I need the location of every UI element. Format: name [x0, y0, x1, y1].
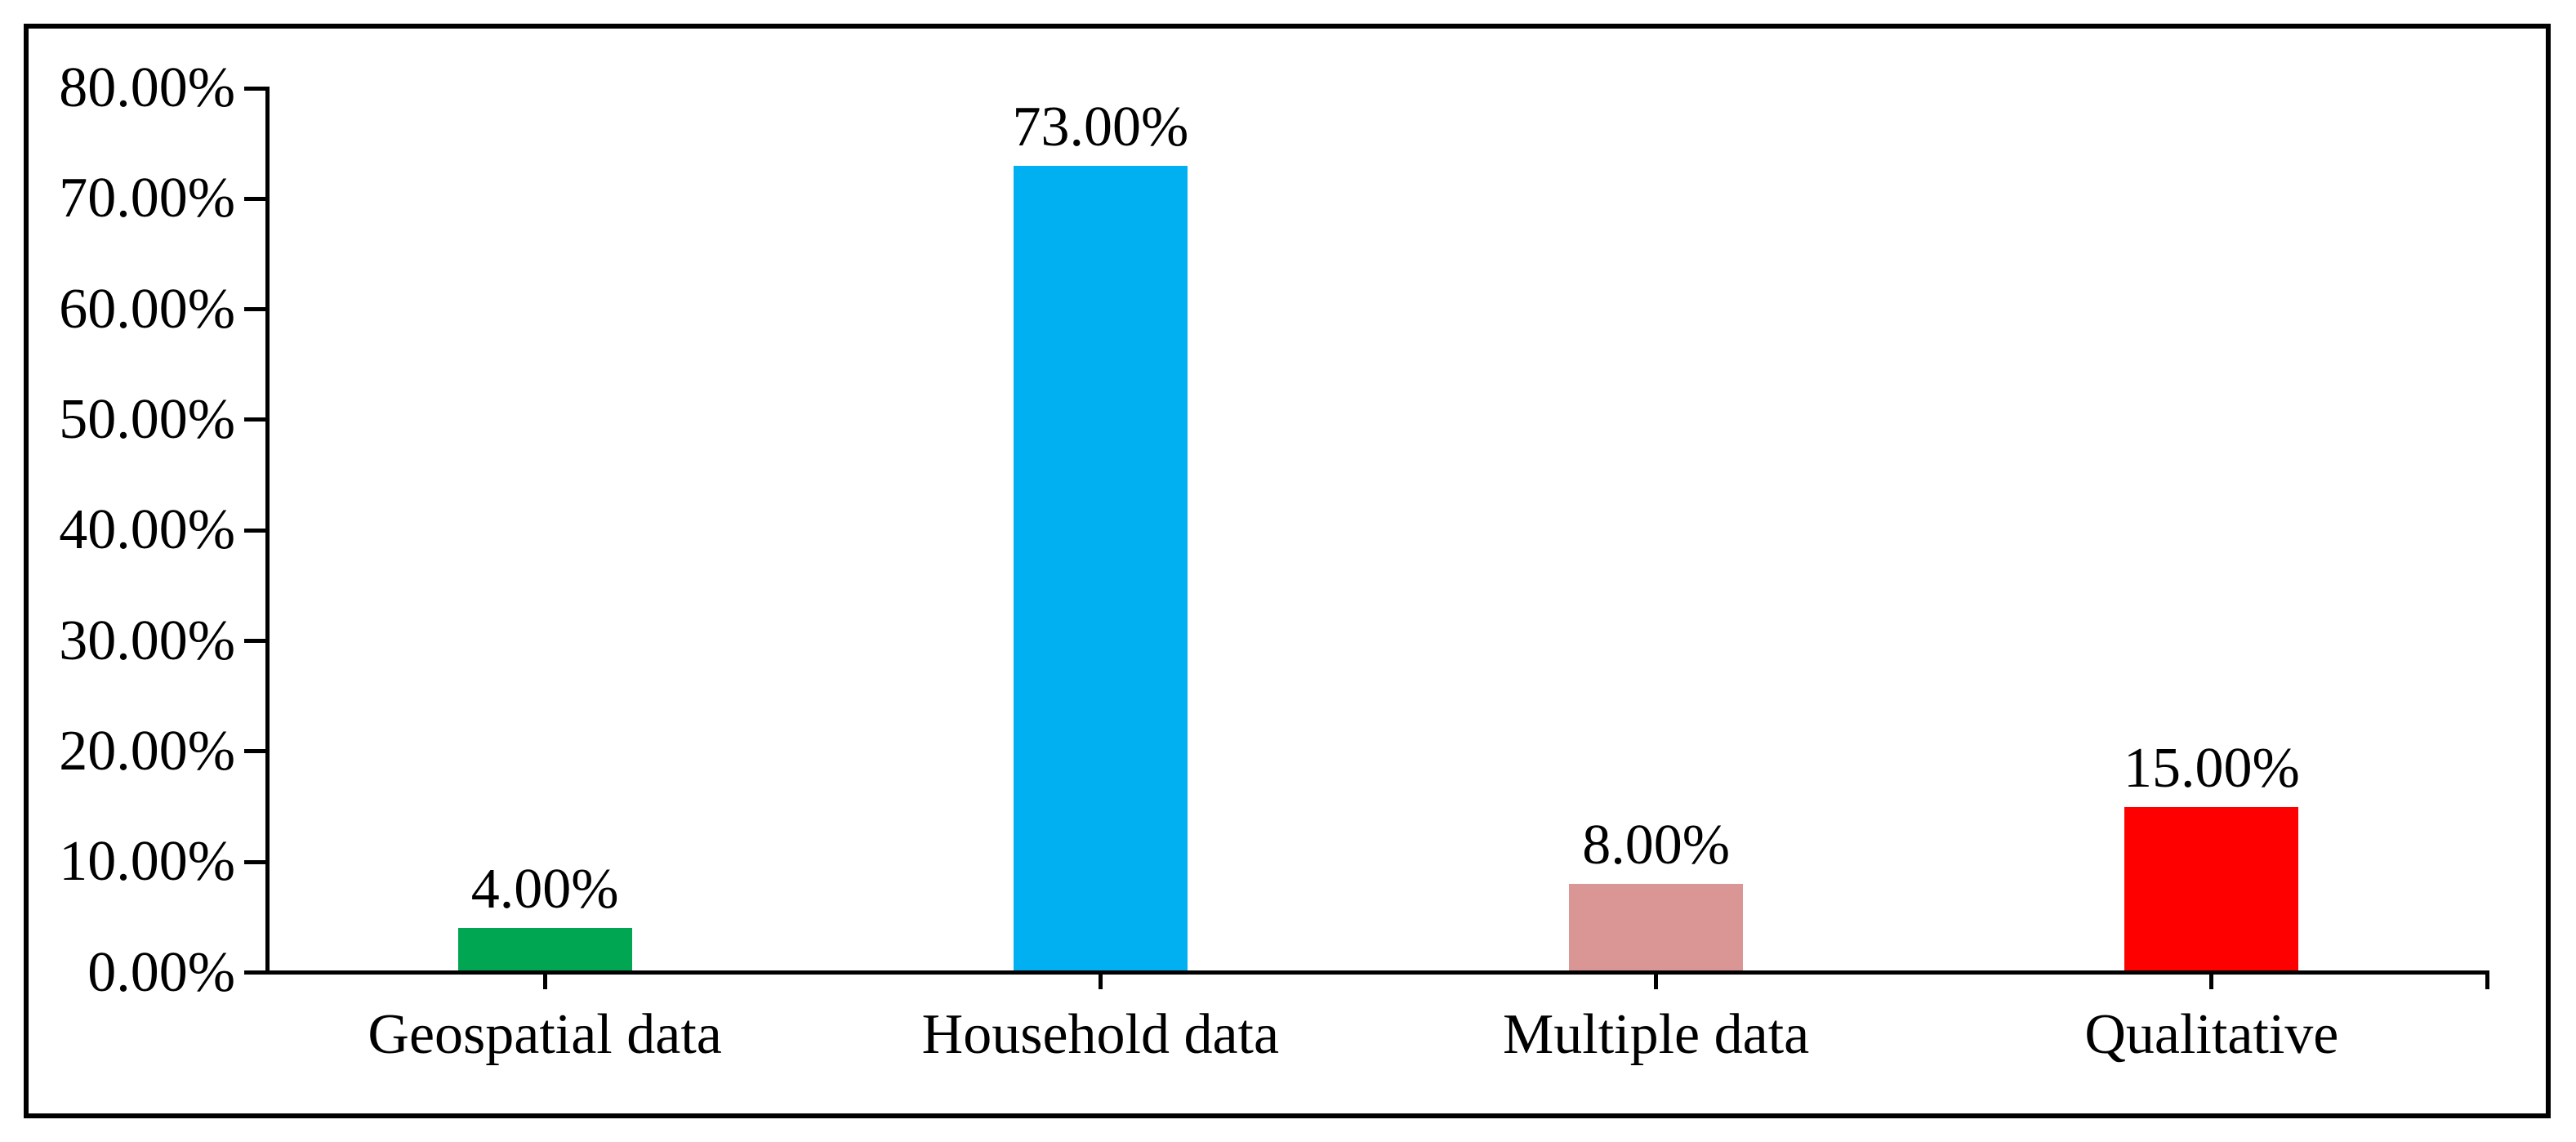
y-axis-tick — [243, 528, 267, 533]
y-axis-tick-label: 30.00% — [59, 609, 235, 672]
x-axis-tick — [542, 975, 547, 989]
y-axis-tick-label: 10.00% — [59, 830, 235, 894]
value-label: 15.00% — [2123, 736, 2300, 800]
value-label: 8.00% — [1582, 814, 1731, 877]
y-axis-tick — [243, 86, 267, 91]
y-axis-tick-label: 20.00% — [59, 719, 235, 783]
bar-geospatial-data — [457, 928, 632, 970]
y-axis-tick — [243, 417, 267, 422]
bar-multiple-data — [1569, 884, 1744, 970]
category-label: Multiple data — [1503, 1003, 1810, 1066]
bar-household-data — [1013, 165, 1188, 970]
x-axis-end-tick — [2485, 975, 2489, 989]
y-axis-tick — [243, 639, 267, 644]
category-label: Qualitative — [2084, 1003, 2339, 1066]
y-axis-tick — [243, 970, 267, 975]
y-axis-tick-label: 60.00% — [59, 277, 235, 341]
y-axis-line — [265, 86, 270, 975]
x-axis-tick — [2209, 975, 2214, 989]
y-axis-tick — [243, 196, 267, 201]
y-axis-tick — [243, 749, 267, 754]
y-axis-tick-label: 80.00% — [59, 56, 235, 119]
y-axis-tick-label: 0.00% — [87, 940, 235, 1004]
x-axis-line — [265, 970, 2489, 975]
y-axis-tick-label: 70.00% — [59, 167, 235, 230]
x-axis-tick — [1654, 975, 1659, 989]
category-label: Geospatial data — [368, 1003, 722, 1066]
x-axis-tick — [1098, 975, 1103, 989]
y-axis-tick — [243, 859, 267, 864]
value-label: 4.00% — [470, 858, 619, 921]
y-axis-tick-label: 50.00% — [59, 387, 235, 451]
y-axis-tick — [243, 307, 267, 312]
bar-qualitative — [2124, 806, 2299, 970]
y-axis-tick-label: 40.00% — [59, 498, 235, 562]
category-label: Household data — [921, 1003, 1280, 1066]
value-label: 73.00% — [1012, 95, 1189, 158]
